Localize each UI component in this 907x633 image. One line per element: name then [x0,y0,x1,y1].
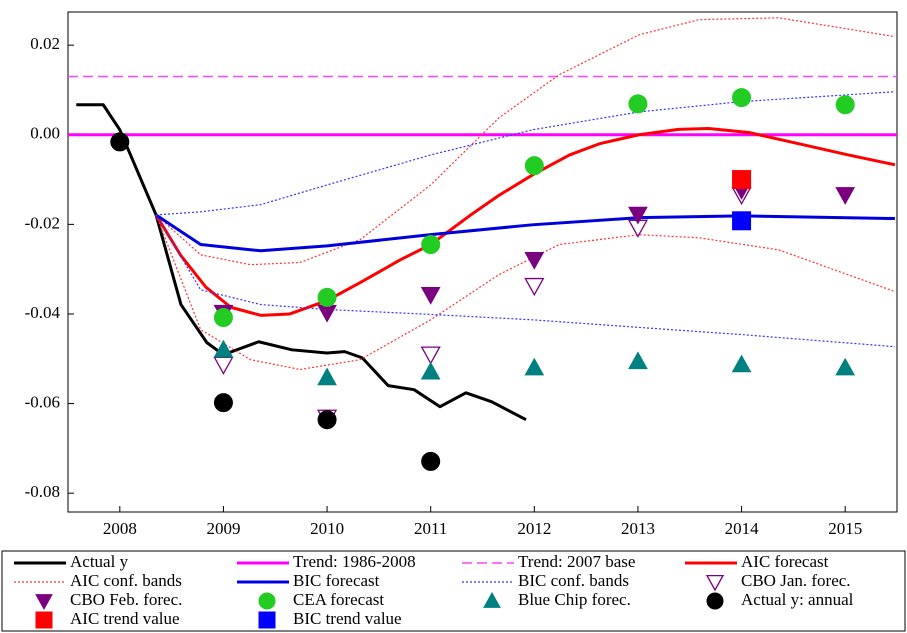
marker [317,367,337,386]
marker [835,357,856,376]
marker [110,132,130,152]
x-tick-label: 2014 [725,519,760,538]
marker [317,304,337,323]
marker [732,88,752,108]
marker [421,235,441,255]
legend-label: AIC forecast [741,552,829,571]
legend-frame [1,550,906,632]
marker [258,611,276,629]
x-tick-label: 2011 [414,519,447,538]
marker [35,594,53,611]
series-line [155,213,895,253]
marker [628,94,648,114]
legend-label: AIC conf. bands [70,571,182,590]
marker [213,339,234,358]
marker [213,356,234,375]
marker [524,277,545,297]
legend-label: Trend: 1986-2008 [293,552,416,571]
y-tick-label: -0.08 [25,482,60,501]
marker [421,451,441,471]
y-tick-label: 0.00 [30,124,60,143]
marker [524,156,544,176]
y-tick-label: -0.04 [25,303,61,322]
marker [731,354,752,373]
legend-label: BIC conf. bands [518,571,629,590]
legend-label: CBO Jan. forec. [741,571,851,590]
legend-label: AIC trend value [70,609,180,628]
marker [420,346,441,365]
legend-label: Trend: 2007 base [518,552,635,571]
marker [420,287,441,305]
marker [835,187,856,205]
series-line [76,103,527,422]
marker [213,308,233,328]
marker [317,287,337,307]
marker [706,592,724,610]
series-line [155,214,895,348]
legend-label: Actual y: annual [741,590,854,609]
x-tick-label: 2012 [517,519,551,538]
legend-label: Blue Chip forec. [518,590,631,609]
marker [317,410,337,430]
marker [628,206,648,225]
marker [705,574,725,592]
marker [483,591,501,608]
marker [213,393,233,413]
y-tick-label: -0.02 [25,213,60,232]
marker [35,611,53,629]
y-tick-label: -0.06 [25,392,60,411]
legend-label: CBO Feb. forec. [70,590,182,609]
marker [835,95,855,115]
series-line [154,126,896,317]
legend-label: Actual y [70,552,129,571]
marker [524,357,545,376]
marker [628,351,648,370]
plot-frame [67,11,898,513]
series-line [156,91,895,216]
series-line [155,214,896,371]
y-tick-label: 0.02 [30,34,60,53]
marker [732,170,752,190]
x-tick-label: 2010 [310,519,344,538]
legend-label: BIC forecast [293,571,380,590]
legend-label: BIC trend value [293,609,402,628]
x-tick-label: 2009 [206,519,240,538]
x-tick-label: 2008 [103,519,137,538]
legend-label: CEA forecast [293,590,384,609]
marker [420,361,441,380]
marker [732,211,752,231]
series-line [155,17,896,266]
x-tick-label: 2015 [828,519,862,538]
x-tick-label: 2013 [621,519,655,538]
marker [258,592,276,610]
marker [524,252,545,270]
